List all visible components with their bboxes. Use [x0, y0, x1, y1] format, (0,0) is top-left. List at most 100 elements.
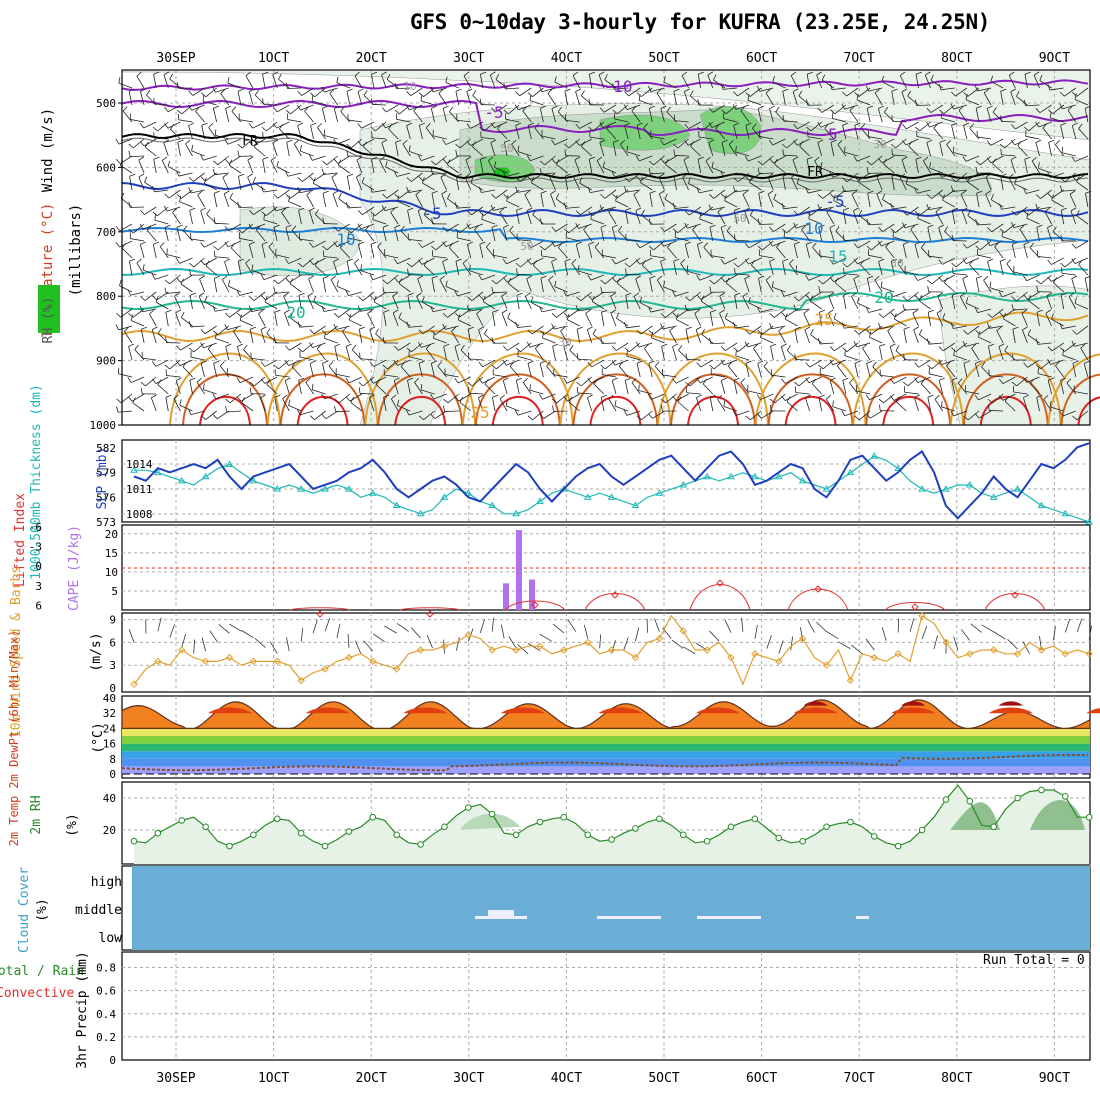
thickness-line-marker [130, 466, 138, 473]
wind-barb-flag [1072, 360, 1079, 364]
wind-barb [965, 342, 980, 347]
wind-barb [996, 330, 1004, 344]
wind-barb [324, 338, 338, 344]
wind-barb [330, 279, 339, 293]
wind-barb-flag [212, 414, 218, 420]
wind-barb-flag [782, 173, 789, 177]
ylabel-precip: 3hr Precip (mm) [75, 951, 90, 1068]
wind-barb [953, 325, 967, 329]
wind-barb-flag [726, 226, 731, 232]
wind-barb [505, 172, 520, 178]
wind-barb-flag [227, 280, 231, 287]
lifted-index-marker [316, 610, 324, 618]
wind-barb-flag [377, 242, 382, 248]
wind-barb-flag [238, 258, 244, 262]
wind-barb [372, 137, 387, 140]
wind-barb [942, 257, 955, 265]
wind-barb-flag [1036, 224, 1043, 228]
wind10-barb [790, 636, 794, 651]
wind-barb [493, 291, 508, 294]
wind-barb-flag [201, 122, 208, 126]
wind-barb [241, 402, 254, 412]
wind-barb-flag [769, 105, 776, 109]
wind-barb [615, 200, 629, 208]
wind-barb-flag [910, 224, 916, 230]
wind-barb-flag [878, 398, 884, 404]
wind-barb-flag [733, 347, 739, 353]
wind-barb-flag [1071, 275, 1078, 279]
wind-barb [372, 189, 387, 193]
wind-barb [631, 382, 641, 395]
wind-barb [532, 410, 544, 421]
wind-barb [331, 177, 339, 191]
wind-barb-flag [1074, 93, 1077, 100]
wind-barb-flag [842, 234, 845, 241]
wind-barb-flag [943, 277, 948, 283]
wind10-speed-line-marker [870, 653, 878, 662]
wind-barb-flag [540, 218, 542, 225]
wind-barb [517, 189, 532, 193]
wind-barb [304, 110, 314, 123]
wind-barb-flag [708, 122, 713, 128]
wind-barb-flag [284, 309, 290, 314]
rh2m-line-marker [202, 823, 209, 831]
contour-label: 10 [403, 80, 416, 93]
wind-barb [563, 346, 568, 361]
wind-barb [260, 329, 266, 344]
wind-barb [1083, 363, 1089, 378]
wind-barb-flag [449, 242, 454, 248]
wind-barb [474, 229, 484, 242]
wind-barb-flag [334, 405, 337, 412]
wind-barb [423, 410, 435, 421]
wind-barb-flag [322, 160, 328, 166]
wind-barb-flag [640, 176, 644, 183]
wind-barb-flag [806, 156, 813, 160]
wind-barb [205, 265, 217, 276]
wind-barb [936, 313, 944, 327]
wind-barb [689, 291, 701, 302]
wind-barb-flag [304, 106, 309, 112]
wind-barb-flag [711, 161, 714, 168]
wind-barb-flag [490, 204, 494, 211]
wind-barb [508, 104, 520, 115]
wind-barb-flag [817, 139, 824, 143]
cape-bar [529, 579, 535, 610]
wind-barb [783, 120, 798, 123]
wind-barb [759, 172, 774, 174]
wind-barb [772, 138, 786, 146]
wind-barb-flag [224, 138, 229, 145]
wind-barb-flag [1010, 222, 1015, 228]
wind-barb-flag [213, 245, 219, 251]
wind-barb-flag [587, 377, 592, 384]
wind-barb [360, 358, 375, 361]
wind-barb-flag [163, 71, 170, 76]
wind-barb-flag [920, 242, 926, 248]
wind-barb [575, 91, 581, 106]
wind-barb [638, 390, 653, 395]
contour-label: 30 [890, 257, 903, 270]
wind-barb-flag [756, 85, 761, 92]
wind-barb [539, 363, 544, 378]
wind-barb [177, 142, 181, 157]
wind-barb [883, 393, 895, 404]
temp-hot-cap [988, 707, 1033, 714]
wind-barb-flag [236, 396, 242, 402]
wind-barb [142, 357, 157, 361]
wind10-barb [909, 618, 915, 632]
wind-barb [433, 87, 447, 93]
wind-barb [1043, 399, 1052, 412]
wind-barb-flag [243, 344, 248, 350]
wind-barb [985, 176, 992, 191]
wind-barb-flag [1023, 241, 1030, 245]
wind-barb-flag [176, 377, 182, 381]
wind-barb [493, 374, 508, 378]
wind-barb-flag [575, 210, 581, 216]
wind-barb-flag [794, 381, 800, 387]
wind-barb-flag [334, 343, 341, 347]
wind-barb-flag [189, 262, 195, 268]
wind-barb-flag [249, 241, 255, 245]
wind-barb [699, 189, 713, 194]
wind-barb [967, 215, 980, 225]
wind-barb [203, 155, 217, 161]
wind-barb-flag [1047, 224, 1053, 228]
